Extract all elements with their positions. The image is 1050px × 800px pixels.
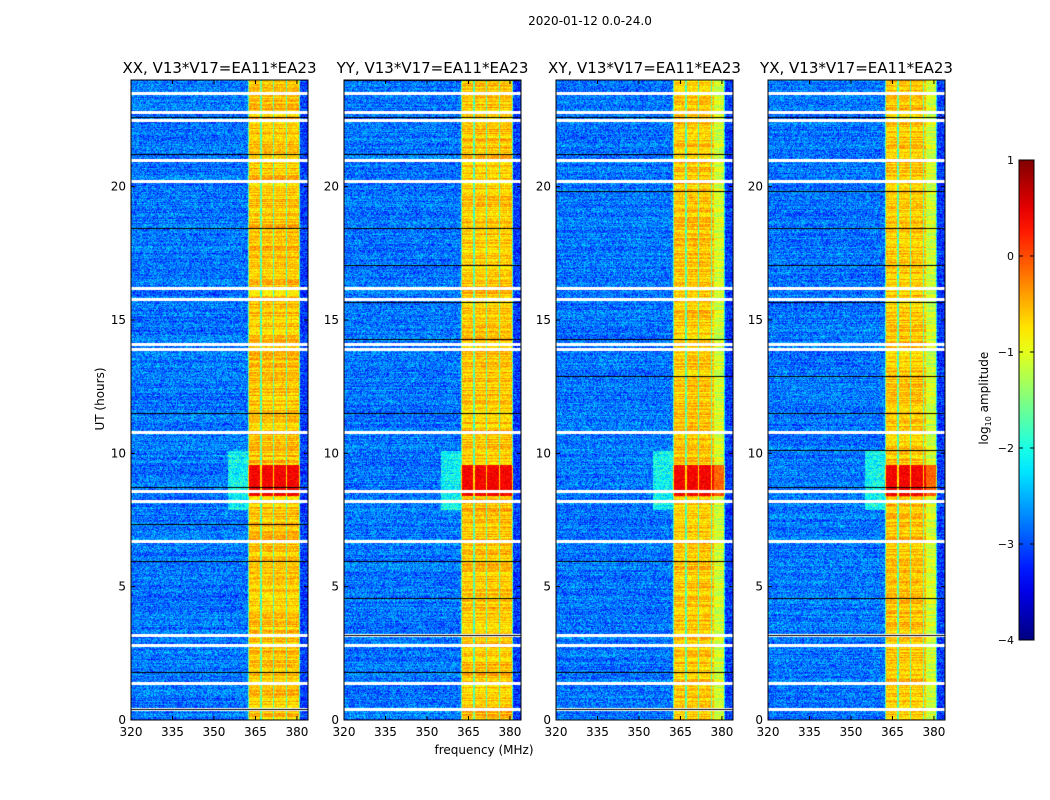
colorbar-tick-label: 0 (1007, 250, 1014, 263)
x-tick-label: 365 (244, 725, 267, 739)
x-tick-label: 365 (457, 725, 480, 739)
y-tick-label: 0 (331, 713, 339, 727)
x-tick-label: 350 (628, 725, 651, 739)
panel-frame (767, 79, 946, 721)
panel-frame (130, 79, 309, 721)
x-tick-label: 320 (120, 725, 143, 739)
y-tick-label: 0 (755, 713, 763, 727)
colorbar-tick-label: −1 (998, 346, 1014, 359)
colorbar-tick-label: 1 (1007, 154, 1014, 167)
y-tick-label: 20 (748, 180, 763, 194)
y-tick-label: 0 (118, 713, 126, 727)
x-tick-label: 320 (757, 725, 780, 739)
y-tick-label: 5 (755, 580, 763, 594)
colorbar-label: log10 amplitude (977, 343, 993, 453)
x-tick-label: 335 (586, 725, 609, 739)
panel-frame (343, 79, 522, 721)
x-axis-label: frequency (MHz) (434, 743, 534, 757)
x-tick-label: 335 (161, 725, 184, 739)
y-tick-label: 5 (331, 580, 339, 594)
panel-title: XY, V13*V17=EA11*EA23 (548, 59, 741, 77)
colorbar-label-suffix: amplitude (976, 351, 991, 417)
panel-title: YX, V13*V17=EA11*EA23 (760, 59, 953, 77)
y-tick-label: 0 (543, 713, 551, 727)
spectrogram-xy (556, 80, 733, 720)
x-tick-label: 335 (798, 725, 821, 739)
y-tick-label: 10 (536, 446, 551, 460)
x-tick-label: 380 (498, 725, 521, 739)
colorbar-label-log: log (976, 426, 991, 445)
x-tick-label: 380 (922, 725, 945, 739)
spectrogram-yx (768, 80, 945, 720)
y-axis-label: UT (hours) (93, 367, 107, 431)
x-tick-label: 350 (840, 725, 863, 739)
x-tick-label: 350 (416, 725, 439, 739)
y-tick-label: 5 (118, 580, 126, 594)
y-tick-label: 5 (543, 580, 551, 594)
x-tick-label: 350 (203, 725, 226, 739)
y-tick-label: 20 (324, 180, 339, 194)
y-tick-label: 15 (324, 313, 339, 327)
x-tick-label: 320 (545, 725, 568, 739)
y-tick-label: 15 (536, 313, 551, 327)
x-tick-label: 365 (881, 725, 904, 739)
x-tick-label: 380 (285, 725, 308, 739)
y-tick-label: 20 (111, 180, 126, 194)
panel-frame (555, 79, 734, 721)
spectrogram-yy (344, 80, 521, 720)
colorbar-tick-label: −2 (998, 442, 1014, 455)
y-tick-label: 15 (748, 313, 763, 327)
colorbar-label-sub: 10 (984, 416, 994, 427)
panel-title: YY, V13*V17=EA11*EA23 (336, 59, 529, 77)
y-tick-label: 10 (748, 446, 763, 460)
x-tick-label: 380 (710, 725, 733, 739)
colorbar-tick-label: −3 (998, 538, 1014, 551)
colorbar (1018, 159, 1035, 641)
panel-title: XX, V13*V17=EA11*EA23 (122, 59, 317, 77)
y-tick-label: 10 (324, 446, 339, 460)
spectrogram-xx (131, 80, 308, 720)
figure-title: 2020-01-12 0.0-24.0 (528, 14, 652, 28)
x-tick-label: 365 (669, 725, 692, 739)
x-tick-label: 335 (374, 725, 397, 739)
y-tick-label: 20 (536, 180, 551, 194)
colorbar-tick-label: −4 (998, 634, 1014, 647)
y-tick-label: 10 (111, 446, 126, 460)
y-tick-label: 15 (111, 313, 126, 327)
x-tick-label: 320 (333, 725, 356, 739)
